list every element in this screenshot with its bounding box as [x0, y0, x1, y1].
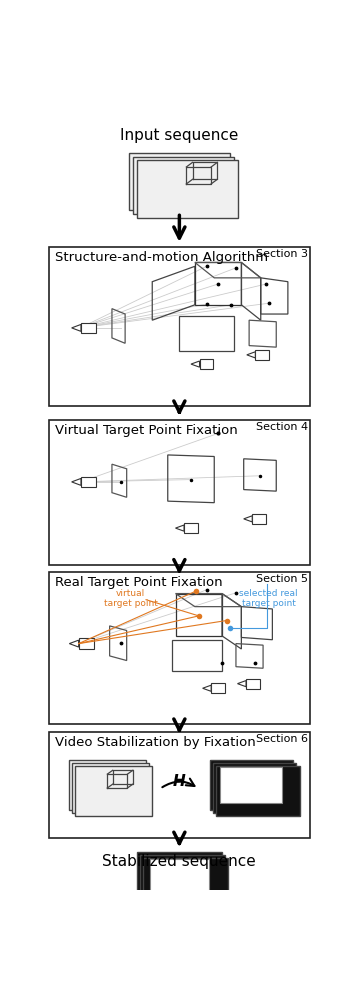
Polygon shape: [175, 525, 184, 531]
Text: Real Target Point Fixation: Real Target Point Fixation: [55, 576, 222, 589]
Polygon shape: [247, 352, 256, 358]
Text: Stabilized sequence: Stabilized sequence: [103, 854, 256, 869]
Polygon shape: [244, 516, 252, 522]
Text: Section 4: Section 4: [256, 422, 308, 432]
Bar: [140, 855, 225, 903]
Text: Virtual Target Point Fixation: Virtual Target Point Fixation: [55, 424, 237, 437]
Bar: [184, 523, 198, 533]
Bar: [246, 679, 260, 689]
Bar: [137, 852, 222, 900]
Bar: [49, 732, 310, 838]
Polygon shape: [238, 681, 246, 687]
Bar: [69, 760, 146, 810]
Polygon shape: [203, 685, 211, 691]
Bar: [210, 760, 293, 810]
Text: selected real
target point: selected real target point: [239, 589, 298, 608]
Bar: [133, 157, 234, 214]
Polygon shape: [72, 478, 81, 485]
Polygon shape: [69, 640, 79, 647]
Polygon shape: [191, 361, 200, 367]
Bar: [256, 350, 269, 360]
Text: Section 6: Section 6: [256, 734, 308, 744]
Text: Section 5: Section 5: [256, 574, 308, 584]
Bar: [252, 514, 266, 524]
Bar: [79, 638, 94, 649]
Bar: [213, 763, 296, 813]
Bar: [137, 160, 238, 218]
Bar: [199, 359, 213, 369]
Text: H: H: [173, 774, 186, 789]
Bar: [129, 153, 230, 210]
Bar: [220, 767, 282, 803]
Bar: [211, 683, 225, 693]
Bar: [216, 766, 300, 816]
Text: virtual
target point: virtual target point: [104, 589, 158, 608]
Bar: [49, 247, 310, 406]
Text: Input sequence: Input sequence: [120, 128, 239, 143]
Bar: [143, 858, 228, 906]
Text: Video Stabilization by Fixation: Video Stabilization by Fixation: [55, 736, 255, 749]
Bar: [81, 323, 97, 333]
Bar: [72, 763, 149, 813]
Polygon shape: [72, 324, 81, 331]
Text: Section 3: Section 3: [256, 249, 308, 259]
Bar: [150, 859, 209, 893]
Bar: [49, 572, 310, 724]
Bar: [49, 420, 310, 565]
Text: Structure-and-motion Algorithm: Structure-and-motion Algorithm: [55, 251, 268, 264]
Bar: [81, 477, 97, 487]
Bar: [75, 766, 152, 816]
